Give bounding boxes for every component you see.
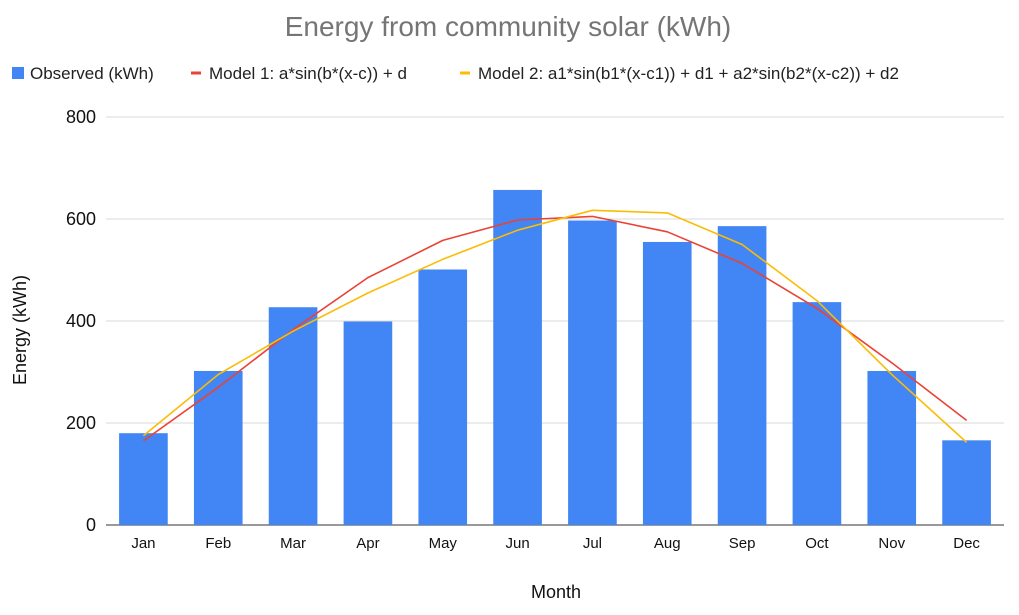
legend-label-model-1: Model 1: a*sin(b*(x-c)) + d (209, 64, 407, 83)
y-axis-ticks: 0 200 400 600 800 (66, 107, 96, 535)
y-axis-label: Energy (kWh) (10, 275, 30, 385)
bar-observed (119, 433, 168, 525)
bar-observed (493, 189, 542, 525)
series-line-model-1 (142, 215, 968, 442)
x-tick-label: Sep (729, 535, 756, 552)
x-tick-label: Apr (356, 535, 379, 552)
model-lines (142, 209, 968, 443)
x-axis-label: Month (531, 582, 581, 602)
x-tick-label: May (429, 535, 458, 552)
bar-observed (268, 307, 318, 525)
x-tick-label: Mar (280, 535, 306, 552)
legend: Observed (kWh) Model 1: a*sin(b*(x-c)) +… (12, 64, 899, 83)
bar-observed (343, 321, 393, 525)
series-line-model-2 (142, 209, 968, 443)
y-tick-label: 200 (66, 413, 96, 433)
legend-swatch-observed (12, 67, 24, 79)
y-tick-label: 800 (66, 107, 96, 127)
y-tick-label: 400 (66, 311, 96, 331)
x-tick-label: Aug (654, 535, 681, 552)
bar-observed (942, 440, 991, 525)
x-tick-label: Feb (205, 535, 231, 552)
legend-label-model-2: Model 2: a1*sin(b1*(x-c1)) + d1 + a2*sin… (478, 64, 899, 83)
y-tick-label: 600 (66, 209, 96, 229)
bar-observed (792, 302, 842, 525)
x-tick-label: Jan (131, 535, 155, 552)
chart-title: Energy from community solar (kWh) (285, 11, 732, 42)
x-axis-ticks: Jan Feb Mar Apr May Jun Jul Aug Sep Oct Nov Dec (131, 535, 980, 552)
bar-observed (568, 220, 617, 525)
bars (119, 189, 991, 525)
x-tick-label: Oct (805, 535, 829, 552)
x-tick-label: Dec (953, 535, 980, 552)
bar-observed (418, 269, 468, 525)
bar-observed (717, 226, 767, 525)
bar-observed (867, 370, 917, 525)
y-tick-label: 0 (86, 515, 96, 535)
bar-observed (642, 241, 692, 525)
x-tick-label: Jun (505, 535, 529, 552)
bar-observed (193, 370, 243, 525)
x-tick-label: Jul (583, 535, 602, 552)
legend-label-observed: Observed (kWh) (30, 64, 154, 83)
x-tick-label: Nov (878, 535, 905, 552)
